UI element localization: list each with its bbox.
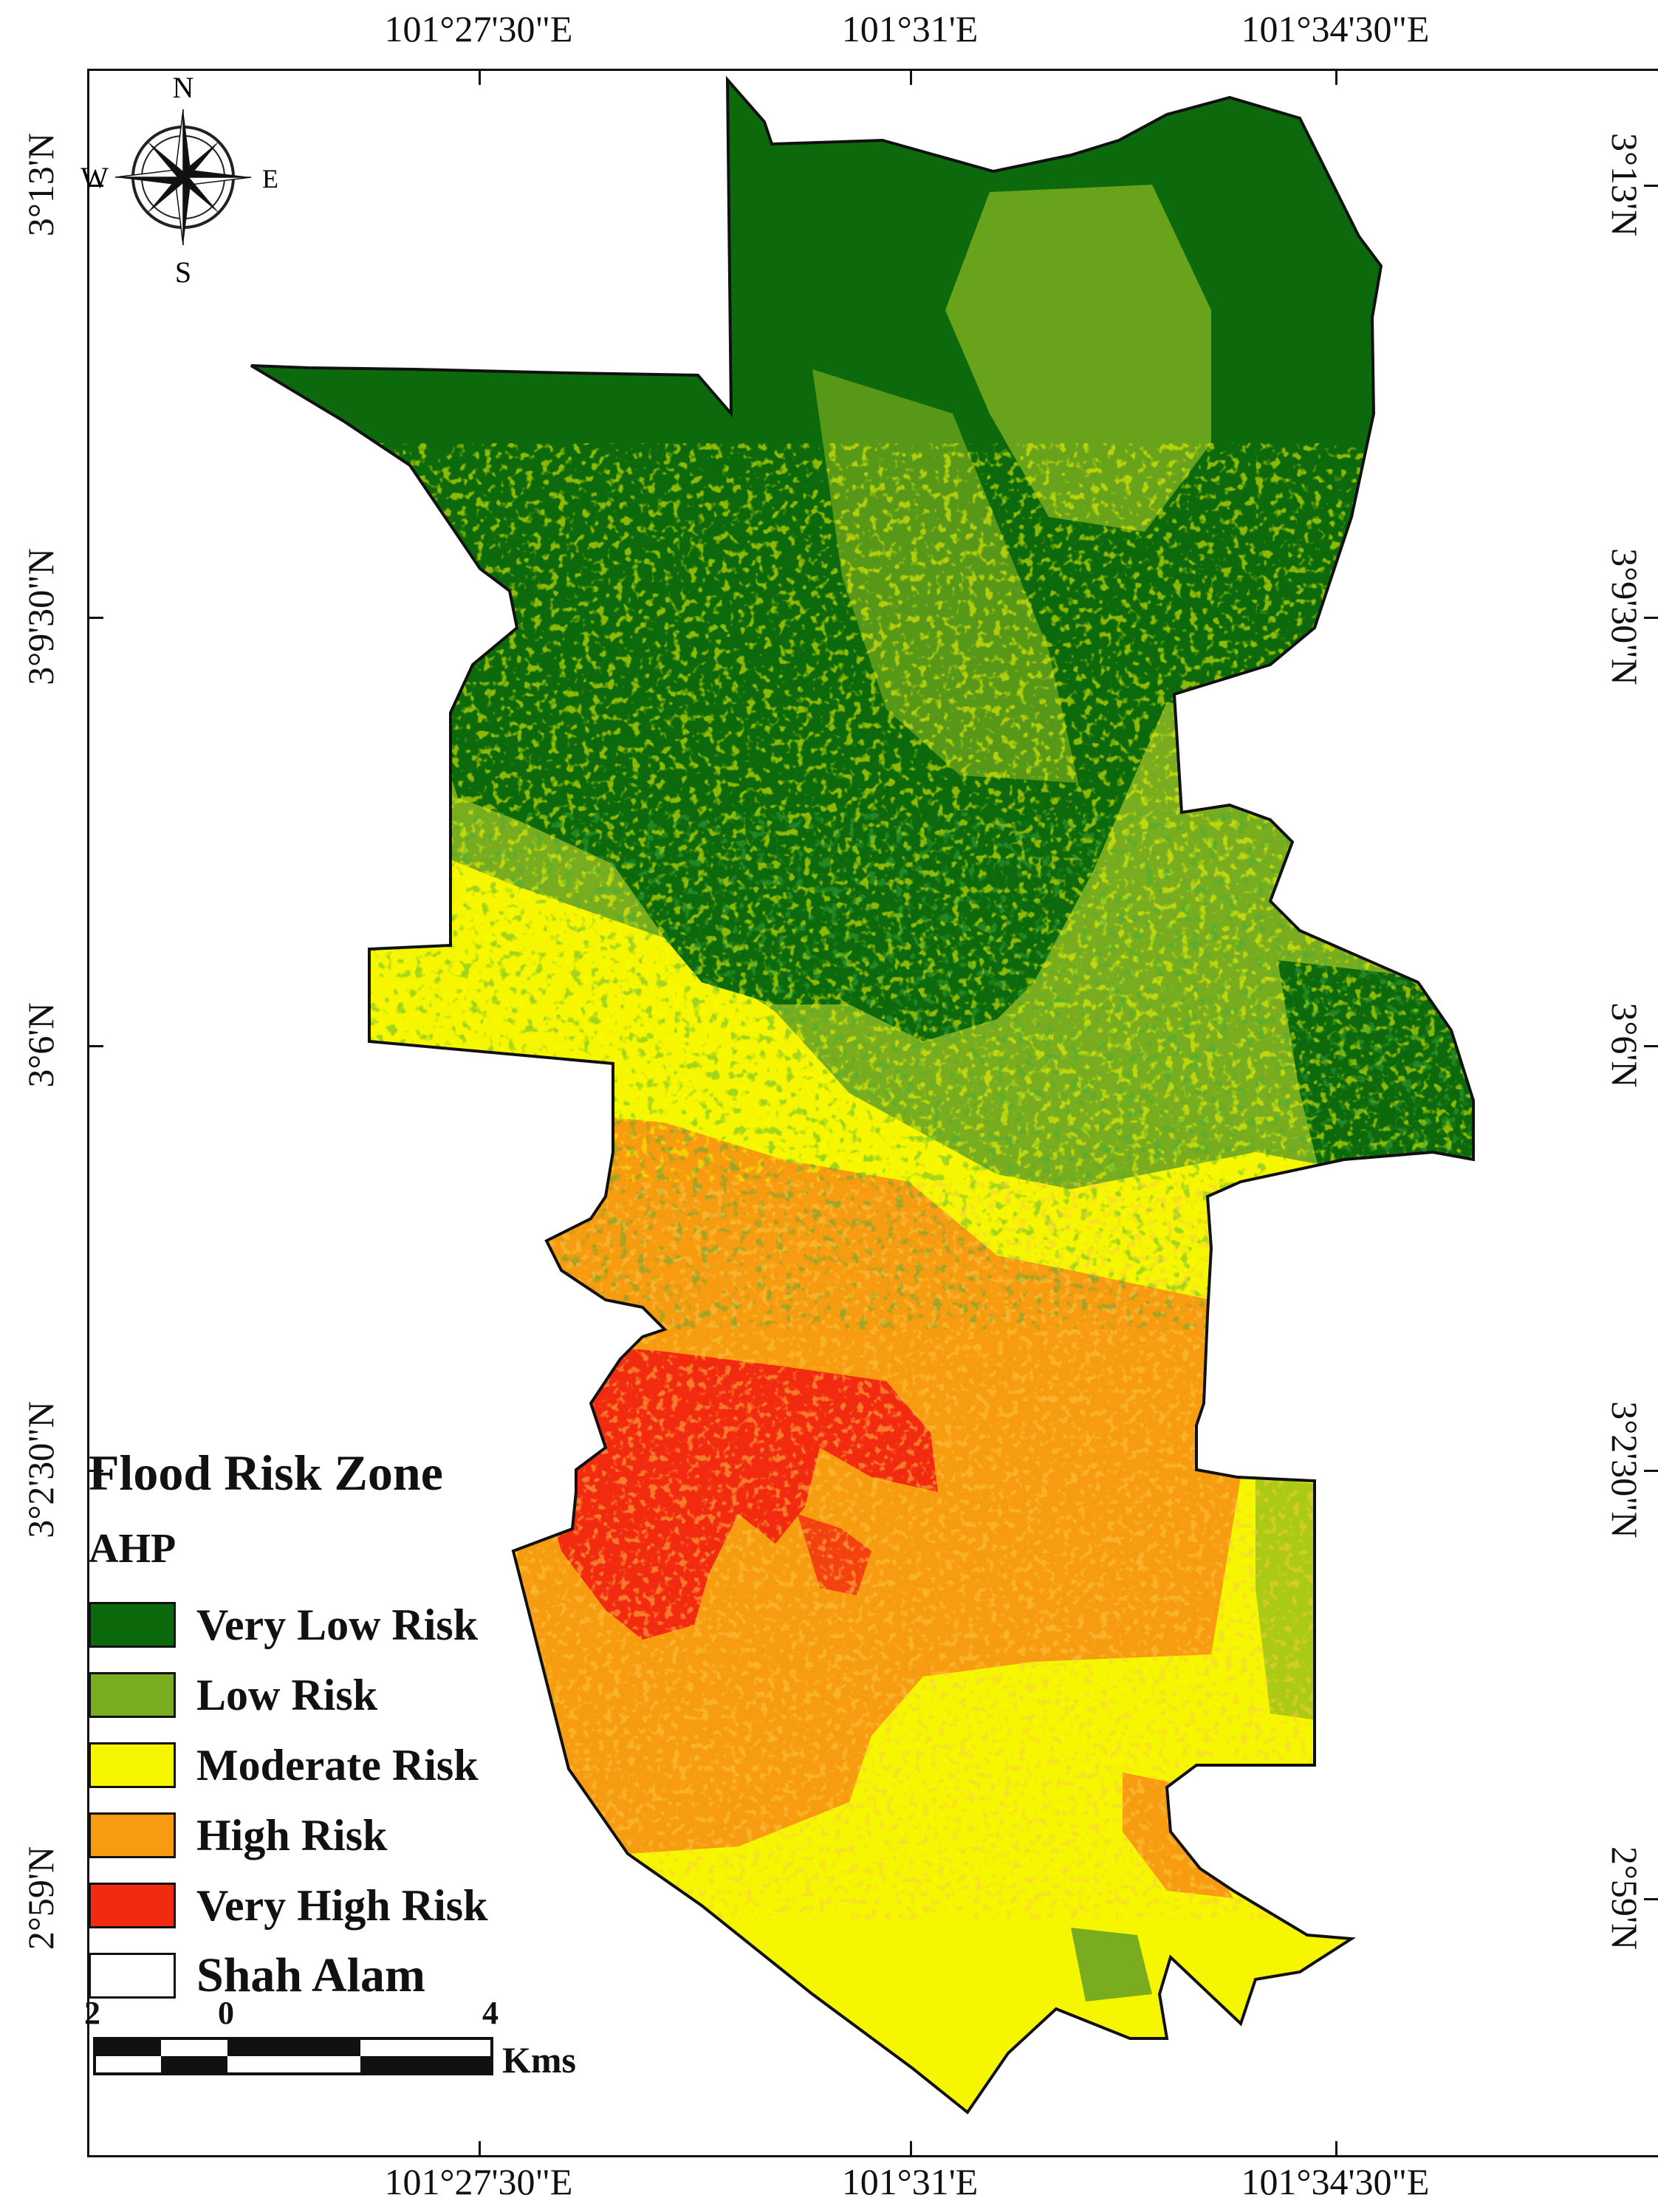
tick — [910, 69, 912, 85]
legend-title: Flood Risk Zone — [89, 1445, 443, 1501]
tick — [1335, 69, 1337, 85]
lon-label-top-1: 101°27'30"E — [384, 8, 573, 49]
zone-low-south — [1071, 1928, 1152, 2002]
legend-swatch-moderate — [89, 1742, 176, 1788]
lon-label-top-3: 101°34'30"E — [1241, 8, 1430, 49]
lon-label-bottom-1: 101°27'30"E — [384, 2161, 573, 2202]
legend-label-low: Low Risk — [196, 1670, 378, 1719]
tick — [1644, 185, 1658, 187]
legend-swatch-very-low — [89, 1602, 176, 1648]
scale-label-2: 2 — [84, 1995, 100, 2031]
lon-label-top-2: 101°31'E — [841, 8, 979, 49]
tick — [1644, 617, 1658, 619]
legend-item-very-low: Very Low Risk — [89, 1599, 478, 1651]
tick — [910, 2141, 912, 2157]
compass-w-label: W — [80, 161, 109, 194]
legend-label-very-low: Very Low Risk — [196, 1600, 479, 1649]
scale-unit-label: Kms — [502, 2039, 576, 2081]
tick — [1644, 1045, 1658, 1047]
legend-label-high: High Risk — [196, 1810, 388, 1860]
legend-item-high: High Risk — [89, 1809, 387, 1861]
legend-label-shah-alam: Shah Alam — [196, 1948, 425, 2002]
legend-item-shah-alam: Shah Alam — [89, 1948, 425, 2002]
tick — [479, 69, 481, 85]
legend-swatch-shah-alam — [89, 1953, 176, 1999]
compass-n-label: N — [173, 71, 194, 104]
tick — [87, 1045, 103, 1047]
tick — [479, 2141, 481, 2157]
tick — [87, 185, 103, 187]
compass-rose — [114, 109, 252, 246]
lon-label-bottom-2: 101°31'E — [841, 2161, 979, 2202]
tick — [1644, 1470, 1658, 1472]
tick — [87, 617, 103, 619]
legend-item-low: Low Risk — [89, 1669, 377, 1721]
legend-swatch-low — [89, 1672, 176, 1718]
legend-label-moderate: Moderate Risk — [196, 1740, 479, 1790]
scale-label-4: 4 — [482, 1995, 499, 2031]
tick — [1335, 2141, 1337, 2157]
legend-item-very-high: Very High Risk — [89, 1880, 488, 1931]
compass-e-label: E — [262, 164, 278, 194]
legend-swatch-very-high — [89, 1883, 176, 1928]
legend-label-very-high: Very High Risk — [196, 1880, 488, 1930]
legend-subtitle: AHP — [89, 1526, 177, 1572]
scale-bar — [93, 2037, 493, 2075]
legend-item-moderate: Moderate Risk — [89, 1739, 479, 1791]
legend-swatch-high — [89, 1812, 176, 1858]
tick — [1644, 1898, 1658, 1900]
map-frame — [87, 69, 1658, 2157]
tick — [87, 1470, 103, 1472]
scale-label-0: 0 — [218, 1995, 234, 2031]
compass-s-label: S — [175, 256, 191, 289]
lon-label-bottom-3: 101°34'30"E — [1241, 2161, 1430, 2202]
